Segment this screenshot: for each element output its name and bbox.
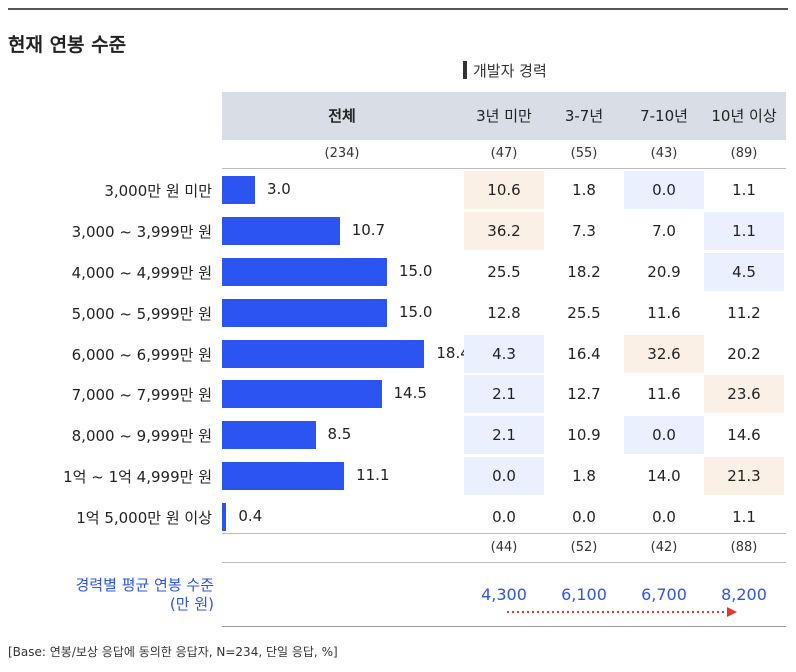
count2-3-7: (52): [570, 540, 598, 555]
table-cell: 1.8: [572, 181, 596, 200]
bar: [222, 502, 227, 531]
bar-value-label: 3.0: [267, 180, 291, 199]
table-cell: 23.6: [704, 375, 784, 414]
count-divider-lower: [222, 533, 786, 534]
bar: [222, 462, 345, 490]
count-divider: [222, 168, 786, 169]
table-cell: 2.1: [464, 416, 544, 455]
group-marker: [463, 61, 467, 79]
bar: [222, 258, 387, 286]
table-cell: 14.0: [647, 467, 681, 485]
bar: [222, 176, 255, 205]
bar-value-label: 0.4: [238, 506, 263, 525]
avg-label: 경력별 평균 연봉 수준 (만 원): [0, 576, 214, 614]
bar-value-label: 18.4: [436, 343, 470, 362]
bar-value-label: 15.0: [399, 302, 433, 321]
avg-divider: [222, 562, 786, 563]
table-cell: 32.6: [624, 334, 704, 373]
header-band: [222, 92, 786, 140]
table-cell: 0.0: [464, 457, 544, 495]
count2-over-10: (88): [730, 540, 758, 555]
bar-value-label: 8.5: [327, 425, 352, 444]
header-7-10: 7-10년: [640, 107, 688, 125]
category-label: 6,000 ~ 6,999만 원: [71, 345, 212, 364]
count2-under-3: (44): [490, 540, 518, 555]
table-cell: 0.0: [624, 416, 704, 455]
header-over-10: 10년 이상: [711, 107, 777, 125]
table-cell: 18.2: [567, 263, 601, 281]
chart-title: 현재 연봉 수준: [8, 34, 127, 56]
table-cell: 1.8: [572, 467, 596, 485]
group-label-text: 개발자 경력: [473, 62, 547, 80]
avg-value-under-3: 4,300: [481, 585, 527, 604]
bar: [222, 339, 425, 368]
table-cell: 1.1: [704, 212, 784, 251]
avg-value-over-10: 8,200: [721, 585, 767, 604]
table-cell: 0.0: [652, 507, 676, 526]
header-3-7: 3-7년: [564, 107, 604, 125]
header-total: 전체: [328, 107, 356, 125]
footnote: [Base: 연봉/보상 응답에 동의한 응답자, N=234, 단일 응답, …: [8, 645, 338, 659]
table-cell: 25.5: [487, 263, 521, 281]
count-3-7: (55): [570, 146, 598, 161]
count-total: (234): [324, 146, 360, 161]
table-cell: 1.1: [732, 181, 756, 200]
category-label: 3,000만 원 미만: [104, 182, 212, 201]
avg-value-7-10: 6,700: [641, 585, 687, 604]
table-cell: 16.4: [567, 344, 601, 363]
count2-7-10: (42): [650, 540, 678, 555]
category-label: 3,000 ~ 3,999만 원: [71, 223, 212, 242]
bar: [222, 421, 316, 450]
count-over-10: (89): [730, 146, 758, 161]
category-label: 1억 5,000만 원 이상: [76, 508, 212, 527]
count-under-3: (47): [490, 146, 518, 161]
table-cell: 21.3: [704, 457, 784, 495]
table-cell: 7.3: [572, 222, 596, 241]
table-cell: 7.0: [652, 222, 676, 241]
table-cell: 36.2: [464, 212, 544, 251]
top-rule: [8, 8, 788, 10]
category-label: 8,000 ~ 9,999만 원: [71, 427, 212, 446]
table-cell: 10.6: [464, 171, 544, 210]
avg-label-line1: 경력별 평균 연봉 수준: [75, 576, 214, 594]
table-cell: 0.0: [492, 507, 516, 526]
avg-label-line2: (만 원): [169, 595, 214, 613]
table-cell: 2.1: [464, 375, 544, 414]
avg-value-3-7: 6,100: [561, 585, 607, 604]
bar-value-label: 11.1: [356, 466, 390, 484]
header-under-3: 3년 미만: [476, 107, 532, 125]
table-cell: 4.5: [704, 253, 784, 291]
table-cell: 0.0: [572, 507, 596, 526]
category-label: 7,000 ~ 7,999만 원: [71, 386, 212, 405]
category-label: 4,000 ~ 4,999만 원: [71, 264, 212, 282]
table-cell: 20.9: [647, 263, 681, 281]
bottom-rule: [222, 626, 786, 627]
table-cell: 11.2: [727, 303, 761, 322]
bar: [222, 380, 382, 409]
bar-value-label: 10.7: [351, 221, 386, 240]
table-cell: 10.9: [567, 426, 601, 445]
group-label: 개발자 경력: [463, 60, 547, 81]
table-cell: 20.2: [727, 344, 761, 363]
trend-arrow: [507, 607, 737, 617]
category-label: 1억 ~ 1억 4,999만 원: [63, 468, 212, 486]
table-cell: 4.3: [464, 334, 544, 373]
bar-value-label: 15.0: [399, 262, 433, 280]
table-cell: 25.5: [567, 303, 601, 322]
trend-arrow-head: [727, 607, 737, 617]
category-label: 5,000 ~ 5,999만 원: [71, 304, 212, 323]
table-cell: 11.6: [647, 385, 681, 404]
table-cell: 12.7: [567, 385, 601, 404]
table-cell: 11.6: [647, 303, 681, 322]
bar: [222, 217, 340, 246]
bar: [222, 298, 387, 327]
count-7-10: (43): [650, 146, 678, 161]
bar-value-label: 14.5: [393, 384, 427, 403]
table-cell: 12.8: [487, 303, 521, 322]
table-cell: 0.0: [624, 171, 704, 210]
table-cell: 1.1: [732, 507, 756, 526]
table-cell: 14.6: [727, 426, 761, 445]
